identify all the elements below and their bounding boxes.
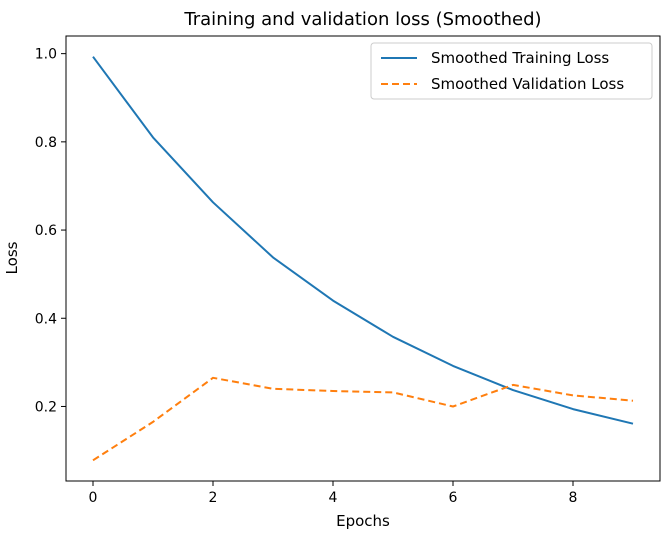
y-axis: 0.2 0.4 0.6 0.8 1.0 [35, 47, 66, 415]
x-tick-label: 6 [449, 490, 458, 506]
training-loss-line [92, 56, 634, 425]
y-tick-label: 0.4 [35, 311, 57, 327]
x-tick-label: 0 [89, 490, 98, 506]
legend-label-validation: Smoothed Validation Loss [431, 75, 624, 93]
y-tick-label: 1.0 [35, 47, 57, 63]
series-lines [92, 56, 634, 462]
x-axis-title: Epochs [336, 512, 390, 530]
legend-box [370, 42, 653, 100]
y-tick-label: 0.2 [35, 399, 57, 415]
chart-title: Training and validation loss (Smoothed) [183, 9, 541, 30]
legend: Smoothed Training Loss Smoothed Validati… [370, 42, 653, 100]
y-tick-label: 0.6 [35, 223, 57, 239]
y-axis-title: Loss [3, 241, 21, 274]
x-axis: 0 2 4 6 8 [89, 481, 578, 506]
y-tick-label: 0.8 [35, 135, 57, 151]
legend-label-training: Smoothed Training Loss [431, 49, 609, 67]
x-tick-label: 4 [329, 490, 338, 506]
plot-area: 0 2 4 6 8 0.2 0.4 0.6 0.8 1.0 [35, 35, 661, 506]
x-tick-label: 2 [209, 490, 218, 506]
plot-frame [65, 35, 661, 482]
x-tick-label: 8 [569, 490, 578, 506]
